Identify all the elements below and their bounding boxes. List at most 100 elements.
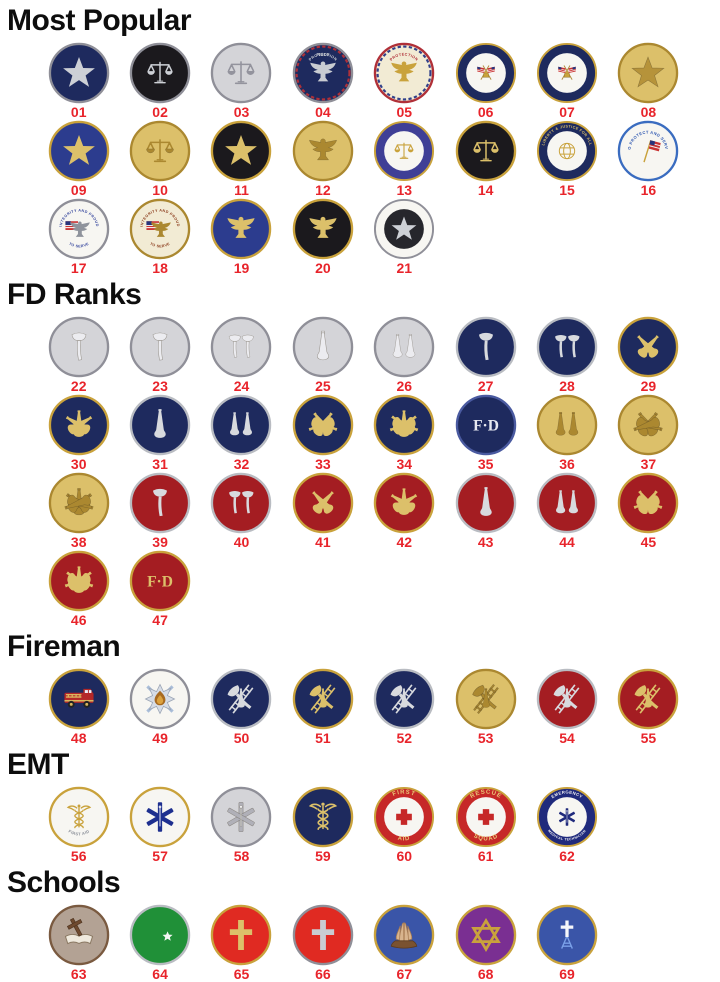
badge-image-03[interactable]	[210, 42, 272, 104]
badge-item-10[interactable]: 10	[119, 120, 200, 198]
badge-image-33[interactable]	[292, 394, 354, 456]
badge-item-67[interactable]: 67	[364, 904, 445, 982]
badge-item-66[interactable]: 66	[282, 904, 363, 982]
badge-item-58[interactable]: 58	[201, 786, 282, 864]
badge-item-12[interactable]: 12	[282, 120, 363, 198]
badge-image-58[interactable]	[210, 786, 272, 848]
badge-image-26[interactable]	[373, 316, 435, 378]
badge-image-21[interactable]	[373, 198, 435, 260]
badge-item-38[interactable]: 38	[38, 472, 119, 550]
badge-item-53[interactable]: 53	[445, 668, 526, 746]
badge-item-56[interactable]: FIRST AID 56	[38, 786, 119, 864]
badge-image-13[interactable]	[373, 120, 435, 182]
badge-item-41[interactable]: 41	[282, 472, 363, 550]
badge-image-55[interactable]	[617, 668, 679, 730]
badge-item-61[interactable]: RESCUE SQUAD 61	[445, 786, 526, 864]
badge-image-52[interactable]	[373, 668, 435, 730]
badge-item-13[interactable]: 13	[364, 120, 445, 198]
badge-image-54[interactable]	[536, 668, 598, 730]
badge-item-29[interactable]: 29	[608, 316, 689, 394]
badge-item-16[interactable]: TO PROTECT AND SERVE16	[608, 120, 689, 198]
badge-image-45[interactable]	[617, 472, 679, 534]
badge-image-43[interactable]	[455, 472, 517, 534]
badge-image-12[interactable]	[292, 120, 354, 182]
badge-item-14[interactable]: 14	[445, 120, 526, 198]
badge-image-32[interactable]	[210, 394, 272, 456]
badge-image-61[interactable]: RESCUE SQUAD	[455, 786, 517, 848]
badge-item-48[interactable]: 48	[38, 668, 119, 746]
badge-item-34[interactable]: 34	[364, 394, 445, 472]
badge-item-24[interactable]: 24	[201, 316, 282, 394]
badge-image-38[interactable]	[48, 472, 110, 534]
badge-image-40[interactable]	[210, 472, 272, 534]
badge-image-41[interactable]	[292, 472, 354, 534]
badge-item-17[interactable]: INTEGRITY AND PROUD TO SERVE 17	[38, 198, 119, 276]
badge-item-50[interactable]: 50	[201, 668, 282, 746]
badge-image-07[interactable]	[536, 42, 598, 104]
badge-image-69[interactable]	[536, 904, 598, 966]
badge-image-68[interactable]	[455, 904, 517, 966]
badge-item-65[interactable]: 65	[201, 904, 282, 982]
badge-image-31[interactable]	[129, 394, 191, 456]
badge-item-02[interactable]: 02	[119, 42, 200, 120]
badge-image-47[interactable]: F·D	[129, 550, 191, 612]
badge-image-57[interactable]	[129, 786, 191, 848]
badge-item-68[interactable]: 68	[445, 904, 526, 982]
badge-item-15[interactable]: LIBERTY & JUSTICE FOR ALL 15	[526, 120, 607, 198]
badge-item-51[interactable]: 51	[282, 668, 363, 746]
badge-image-34[interactable]	[373, 394, 435, 456]
badge-item-22[interactable]: 22	[38, 316, 119, 394]
badge-item-45[interactable]: 45	[608, 472, 689, 550]
badge-item-57[interactable]: 57	[119, 786, 200, 864]
badge-image-39[interactable]	[129, 472, 191, 534]
badge-item-43[interactable]: 43	[445, 472, 526, 550]
badge-item-09[interactable]: 09	[38, 120, 119, 198]
badge-item-40[interactable]: 40	[201, 472, 282, 550]
badge-image-36[interactable]	[536, 394, 598, 456]
badge-item-39[interactable]: 39	[119, 472, 200, 550]
badge-item-55[interactable]: 55	[608, 668, 689, 746]
badge-item-11[interactable]: 11	[201, 120, 282, 198]
badge-image-29[interactable]	[617, 316, 679, 378]
badge-item-62[interactable]: EMERGENCY MEDICAL TECHNICIAN 62	[526, 786, 607, 864]
badge-item-27[interactable]: 27	[445, 316, 526, 394]
badge-image-23[interactable]	[129, 316, 191, 378]
badge-image-20[interactable]	[292, 198, 354, 260]
badge-image-15[interactable]: LIBERTY & JUSTICE FOR ALL	[536, 120, 598, 182]
badge-item-52[interactable]: 52	[364, 668, 445, 746]
badge-image-30[interactable]	[48, 394, 110, 456]
badge-item-64[interactable]: 64	[119, 904, 200, 982]
badge-item-44[interactable]: 44	[526, 472, 607, 550]
badge-image-66[interactable]	[292, 904, 354, 966]
badge-image-08[interactable]	[617, 42, 679, 104]
badge-item-20[interactable]: 20	[282, 198, 363, 276]
badge-image-28[interactable]	[536, 316, 598, 378]
badge-image-16[interactable]: TO PROTECT AND SERVE	[617, 120, 679, 182]
badge-image-14[interactable]	[455, 120, 517, 182]
badge-item-01[interactable]: 01	[38, 42, 119, 120]
badge-image-11[interactable]	[210, 120, 272, 182]
badge-item-06[interactable]: 06	[445, 42, 526, 120]
badge-item-23[interactable]: 23	[119, 316, 200, 394]
badge-item-37[interactable]: 37	[608, 394, 689, 472]
badge-item-54[interactable]: 54	[526, 668, 607, 746]
badge-image-24[interactable]	[210, 316, 272, 378]
badge-item-04[interactable]: PRIDE PROTECTION 04	[282, 42, 363, 120]
badge-image-53[interactable]	[455, 668, 517, 730]
badge-image-22[interactable]	[48, 316, 110, 378]
badge-image-64[interactable]	[129, 904, 191, 966]
badge-item-07[interactable]: 07	[526, 42, 607, 120]
badge-image-65[interactable]	[210, 904, 272, 966]
badge-item-28[interactable]: 28	[526, 316, 607, 394]
badge-image-05[interactable]: PROTECTION	[373, 42, 435, 104]
badge-item-19[interactable]: 19	[201, 198, 282, 276]
badge-image-01[interactable]	[48, 42, 110, 104]
badge-image-67[interactable]	[373, 904, 435, 966]
badge-image-25[interactable]	[292, 316, 354, 378]
badge-item-05[interactable]: PROTECTION 05	[364, 42, 445, 120]
badge-item-42[interactable]: 42	[364, 472, 445, 550]
badge-image-42[interactable]	[373, 472, 435, 534]
